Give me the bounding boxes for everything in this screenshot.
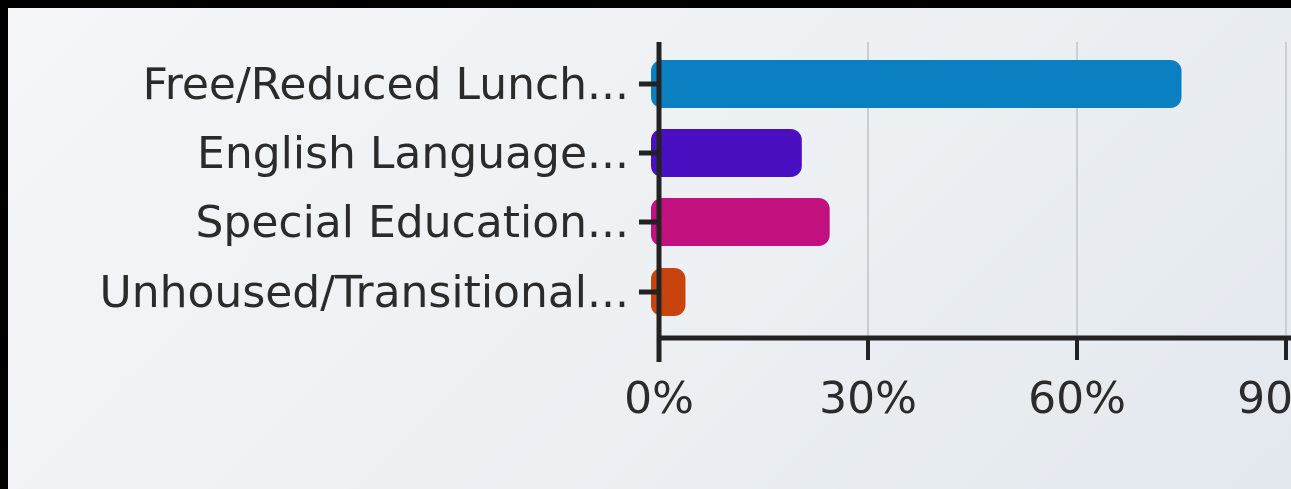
x-tick-label: 0%	[624, 373, 694, 424]
category-label: Special Education...	[195, 197, 629, 248]
bar	[651, 198, 830, 246]
category-label: English Language...	[197, 128, 629, 179]
x-tick-label: 60%	[1028, 373, 1126, 424]
bar	[651, 129, 802, 177]
bars	[651, 60, 1182, 316]
bar-chart: 0% 30% 60% 90% Free/Reduced Lunch... English …	[100, 42, 1291, 424]
category-label: Unhoused/Transitional...	[100, 267, 629, 318]
x-tick-label: 90%	[1237, 373, 1291, 424]
category-label: Free/Reduced Lunch...	[143, 59, 629, 110]
bar	[651, 60, 1182, 108]
chart-frame: 0% 30% 60% 90% Free/Reduced Lunch... English …	[8, 8, 1291, 489]
axes	[639, 42, 1291, 362]
x-tick-label: 30%	[819, 373, 917, 424]
labels: 0% 30% 60% 90% Free/Reduced Lunch... English …	[100, 59, 1291, 424]
